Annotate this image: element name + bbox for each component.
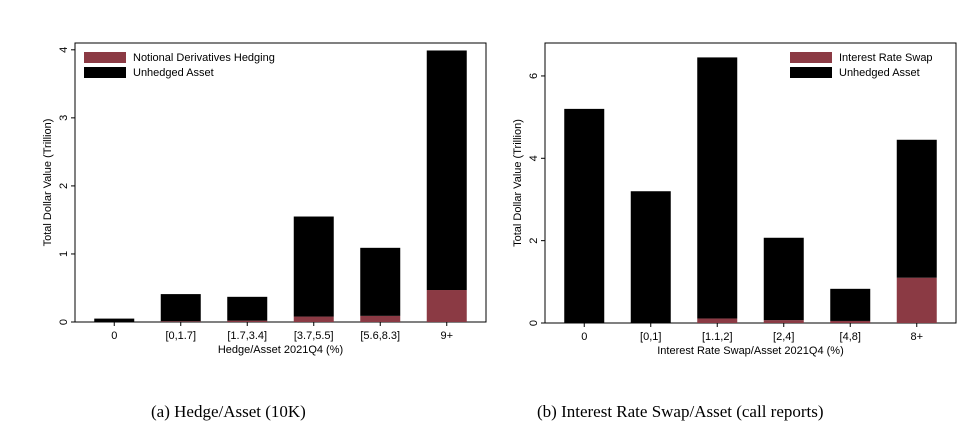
legend-swatch bbox=[84, 52, 126, 63]
bar-unhedged-0 bbox=[94, 318, 135, 322]
x-tick-label: [1.1,2] bbox=[702, 331, 733, 343]
x-tick-label: [2,4] bbox=[773, 331, 794, 343]
y-tick-label: 4 bbox=[58, 47, 70, 53]
x-tick-label: 9+ bbox=[440, 330, 453, 342]
y-tick-label: 2 bbox=[528, 238, 540, 244]
legend-label: Unhedged Asset bbox=[839, 67, 920, 79]
x-axis-title: Interest Rate Swap/Asset 2021Q4 (%) bbox=[657, 345, 843, 357]
chart-a: 0 [0,1.7] [1.7,3.4] [3.7,5.5] [5.6,8.3] 9+ 0 1 2… bbox=[42, 42, 487, 356]
y-tick-label: 0 bbox=[58, 319, 70, 325]
legend: Notional Derivatives Hedging Unhedged Ass… bbox=[84, 52, 275, 79]
x-tick-label: [4,8] bbox=[840, 331, 861, 343]
bar-hedged-4 bbox=[830, 320, 871, 323]
legend-label: Notional Derivatives Hedging bbox=[133, 52, 275, 64]
y-tick-label: 4 bbox=[528, 155, 540, 161]
bar-unhedged-4 bbox=[830, 288, 871, 321]
x-tick-label: 0 bbox=[581, 331, 587, 343]
bar-unhedged-1 bbox=[160, 294, 201, 322]
bar-unhedged-4 bbox=[360, 247, 401, 316]
bar-hedged-3 bbox=[763, 320, 804, 323]
legend-label: Unhedged Asset bbox=[133, 67, 214, 79]
chart-b-caption: (b) Interest Rate Swap/Asset (call repor… bbox=[537, 402, 824, 421]
bar-hedged-4 bbox=[360, 315, 401, 322]
x-axis-title: Hedge/Asset 2021Q4 (%) bbox=[218, 344, 343, 356]
bar-unhedged-5 bbox=[896, 139, 937, 278]
x-tick-label: [0,1] bbox=[640, 331, 661, 343]
bar-unhedged-2 bbox=[697, 57, 738, 319]
x-tick-label: 0 bbox=[111, 330, 117, 342]
bar-hedged-5 bbox=[896, 277, 937, 323]
legend-swatch bbox=[790, 67, 832, 78]
legend-swatch bbox=[84, 67, 126, 78]
x-tick-label: [3.7,5.5] bbox=[294, 330, 334, 342]
plot-frame bbox=[544, 42, 957, 324]
plot-frame bbox=[74, 42, 487, 323]
y-tick-label: 1 bbox=[58, 251, 70, 257]
bar-unhedged-3 bbox=[293, 216, 334, 317]
figure: 0 [0,1.7] [1.7,3.4] [3.7,5.5] [5.6,8.3] 9+ 0 1 2… bbox=[42, 42, 957, 357]
x-tick-label: [1.7,3.4] bbox=[227, 330, 267, 342]
x-tick-label: [0,1.7] bbox=[165, 330, 196, 342]
bar-hedged-5 bbox=[426, 290, 467, 322]
bar-hedged-2 bbox=[227, 320, 268, 322]
bar-unhedged-3 bbox=[763, 237, 804, 321]
bar-unhedged-2 bbox=[227, 296, 268, 321]
y-tick-label: 6 bbox=[528, 73, 540, 79]
y-tick-label: 0 bbox=[528, 320, 540, 326]
chart-b: 0 [0,1] [1.1,2] [2,4] [4,8] 8+ 0 2 4 6 Interest Ra… bbox=[512, 42, 957, 357]
y-axis-title: Total Dollar Value (Trillion) bbox=[42, 119, 54, 247]
legend: Interest Rate Swap Unhedged Asset bbox=[790, 52, 933, 79]
legend-label: Interest Rate Swap bbox=[839, 52, 933, 64]
y-axis-title: Total Dollar Value (Trillion) bbox=[512, 119, 524, 247]
chart-a-caption: (a) Hedge/Asset (10K) bbox=[151, 402, 306, 421]
legend-swatch bbox=[790, 52, 832, 63]
bar-hedged-1 bbox=[160, 321, 201, 322]
bar-hedged-2 bbox=[697, 318, 738, 323]
x-tick-label: 8+ bbox=[910, 331, 923, 343]
bar-unhedged-5 bbox=[426, 50, 467, 291]
bar-unhedged-1 bbox=[630, 191, 671, 323]
x-tick-label: [5.6,8.3] bbox=[360, 330, 400, 342]
bar-hedged-3 bbox=[293, 316, 334, 322]
y-tick-label: 2 bbox=[58, 183, 70, 189]
y-tick-label: 3 bbox=[58, 115, 70, 121]
bar-unhedged-0 bbox=[564, 108, 605, 323]
